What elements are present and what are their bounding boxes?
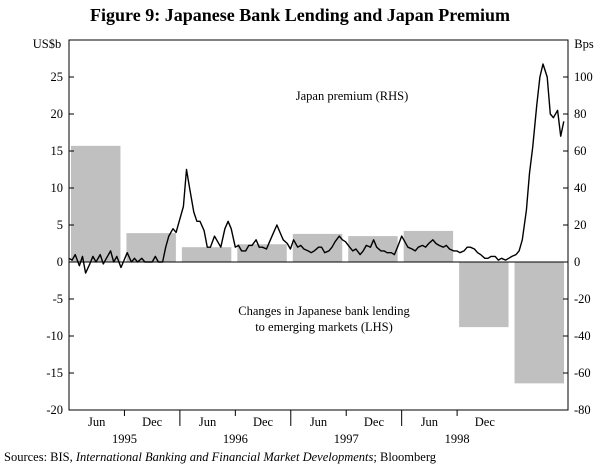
axis-ticks: -20 -15 -10 -5 0 5 10 15 20 25 -80 -60 -40 -20 0 20 40 60… (46, 70, 592, 446)
year-label: 1995 (112, 432, 137, 446)
right-tick-label: 40 (574, 181, 587, 195)
left-tick-label: -20 (46, 403, 63, 417)
right-tick-label: 20 (574, 218, 587, 232)
right-tick-label: -80 (574, 403, 591, 417)
bar (181, 247, 232, 262)
x-tick-label: Jun (199, 415, 217, 429)
x-tick-label: Dec (253, 415, 274, 429)
year-label: 1998 (445, 432, 470, 446)
bar-label-line-2: to emerging markets (LHS) (255, 320, 393, 334)
bar (514, 262, 564, 384)
left-tick-label: -15 (46, 366, 63, 380)
bar-series (71, 145, 564, 384)
right-tick-label: 60 (574, 144, 587, 158)
x-tick-label: Jun (421, 415, 439, 429)
left-tick-label: -5 (53, 292, 63, 306)
bar (71, 145, 121, 262)
line-label: Japan premium (RHS) (296, 89, 408, 103)
x-tick-label: Jun (310, 415, 328, 429)
year-label: 1996 (223, 432, 248, 446)
right-tick-label: -60 (574, 366, 591, 380)
left-tick-label: 5 (57, 218, 63, 232)
x-tick-label: Dec (475, 415, 496, 429)
left-tick-label: 25 (51, 70, 64, 84)
right-tick-label: 0 (574, 255, 580, 269)
left-axis-unit: US$b (33, 37, 61, 51)
right-axis-unit: Bps (574, 37, 594, 51)
left-tick-label: 15 (51, 144, 64, 158)
x-tick-label: Dec (364, 415, 385, 429)
left-tick-label: 0 (57, 255, 63, 269)
right-tick-label: -20 (574, 292, 591, 306)
bar (237, 244, 287, 262)
bar-label-line-1: Changes in Japanese bank lending (238, 304, 410, 318)
source-note: Sources: BIS, International Banking and … (4, 450, 437, 464)
x-tick-label: Dec (142, 415, 163, 429)
right-tick-label: 100 (574, 70, 593, 84)
x-tick-label: Jun (88, 415, 106, 429)
bar (459, 262, 509, 328)
year-label: 1997 (334, 432, 359, 446)
right-tick-label: 80 (574, 107, 587, 121)
chart-title: Figure 9: Japanese Bank Lending and Japa… (90, 5, 510, 25)
left-tick-label: 20 (51, 107, 64, 121)
right-tick-label: -40 (574, 329, 591, 343)
left-tick-label: -10 (46, 329, 63, 343)
left-tick-label: 10 (51, 181, 64, 195)
